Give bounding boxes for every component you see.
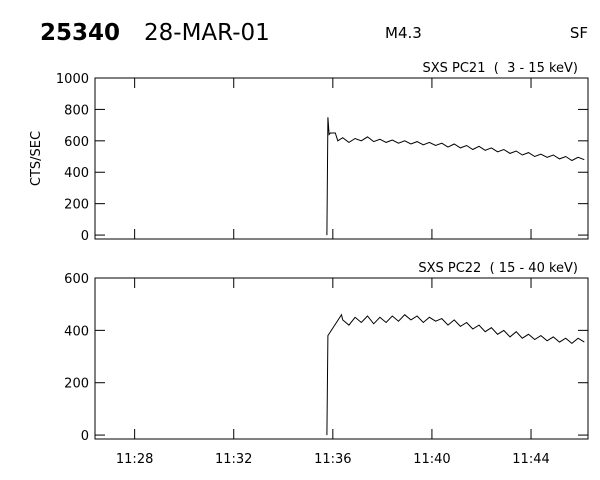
x-tick-label: 11:32 [215, 452, 252, 467]
x-tick-label: 11:28 [116, 452, 153, 467]
y-tick-label: 0 [81, 229, 89, 244]
y-tick-label: 400 [64, 324, 89, 339]
data-line [326, 313, 585, 436]
data-line [326, 117, 585, 236]
flare-class: M4.3 [385, 24, 422, 42]
plot-frame [94, 277, 589, 440]
station: SF [570, 24, 588, 42]
y-tick-label: 600 [64, 135, 89, 150]
x-tick-label: 11:36 [314, 452, 351, 467]
plot-frame [94, 77, 589, 240]
x-tick-label: 11:44 [512, 452, 549, 467]
panel-title: SXS PC22 ( 15 - 40 keV) [418, 261, 578, 276]
y-tick-label: 0 [81, 429, 89, 444]
y-tick-label: 1000 [56, 72, 89, 87]
event-id: 25340 [40, 20, 120, 46]
y-tick-label: 200 [64, 198, 89, 213]
y-tick-label: 400 [64, 166, 89, 181]
y-axis-label: CTS/SEC [29, 131, 44, 186]
y-tick-label: 600 [64, 272, 89, 287]
panel-title: SXS PC21 ( 3 - 15 keV) [422, 61, 578, 76]
x-tick-label: 11:40 [413, 452, 450, 467]
event-date: 28-MAR-01 [144, 20, 270, 46]
y-tick-label: 200 [64, 377, 89, 392]
y-tick-label: 800 [64, 103, 89, 118]
